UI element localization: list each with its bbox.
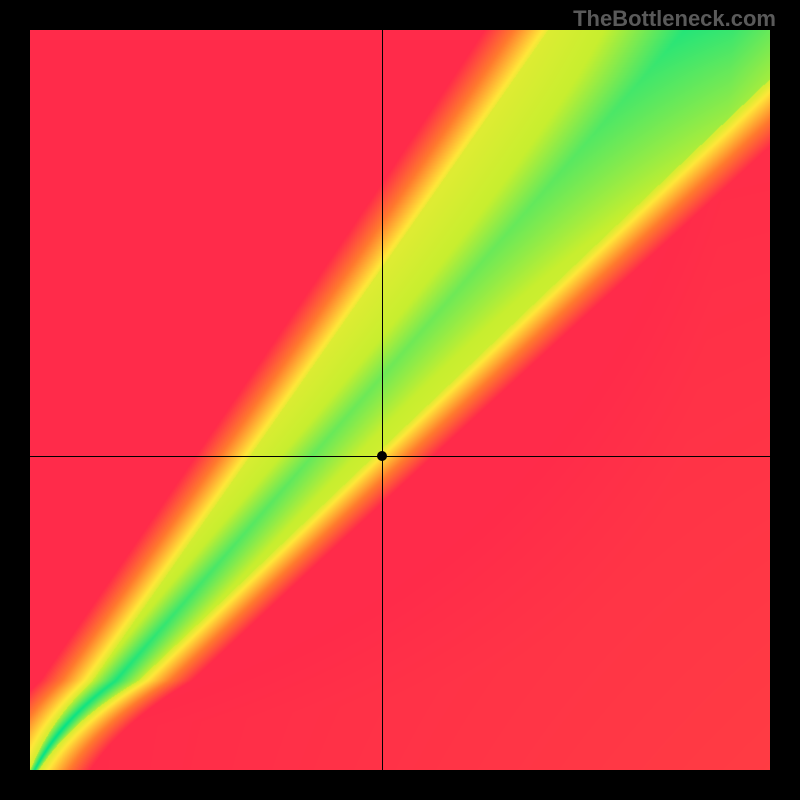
bottleneck-heatmap [30, 30, 770, 770]
crosshair-horizontal [30, 456, 770, 457]
selection-marker [377, 451, 387, 461]
watermark-text: TheBottleneck.com [573, 6, 776, 32]
crosshair-vertical [382, 30, 383, 770]
heatmap-canvas [30, 30, 770, 770]
